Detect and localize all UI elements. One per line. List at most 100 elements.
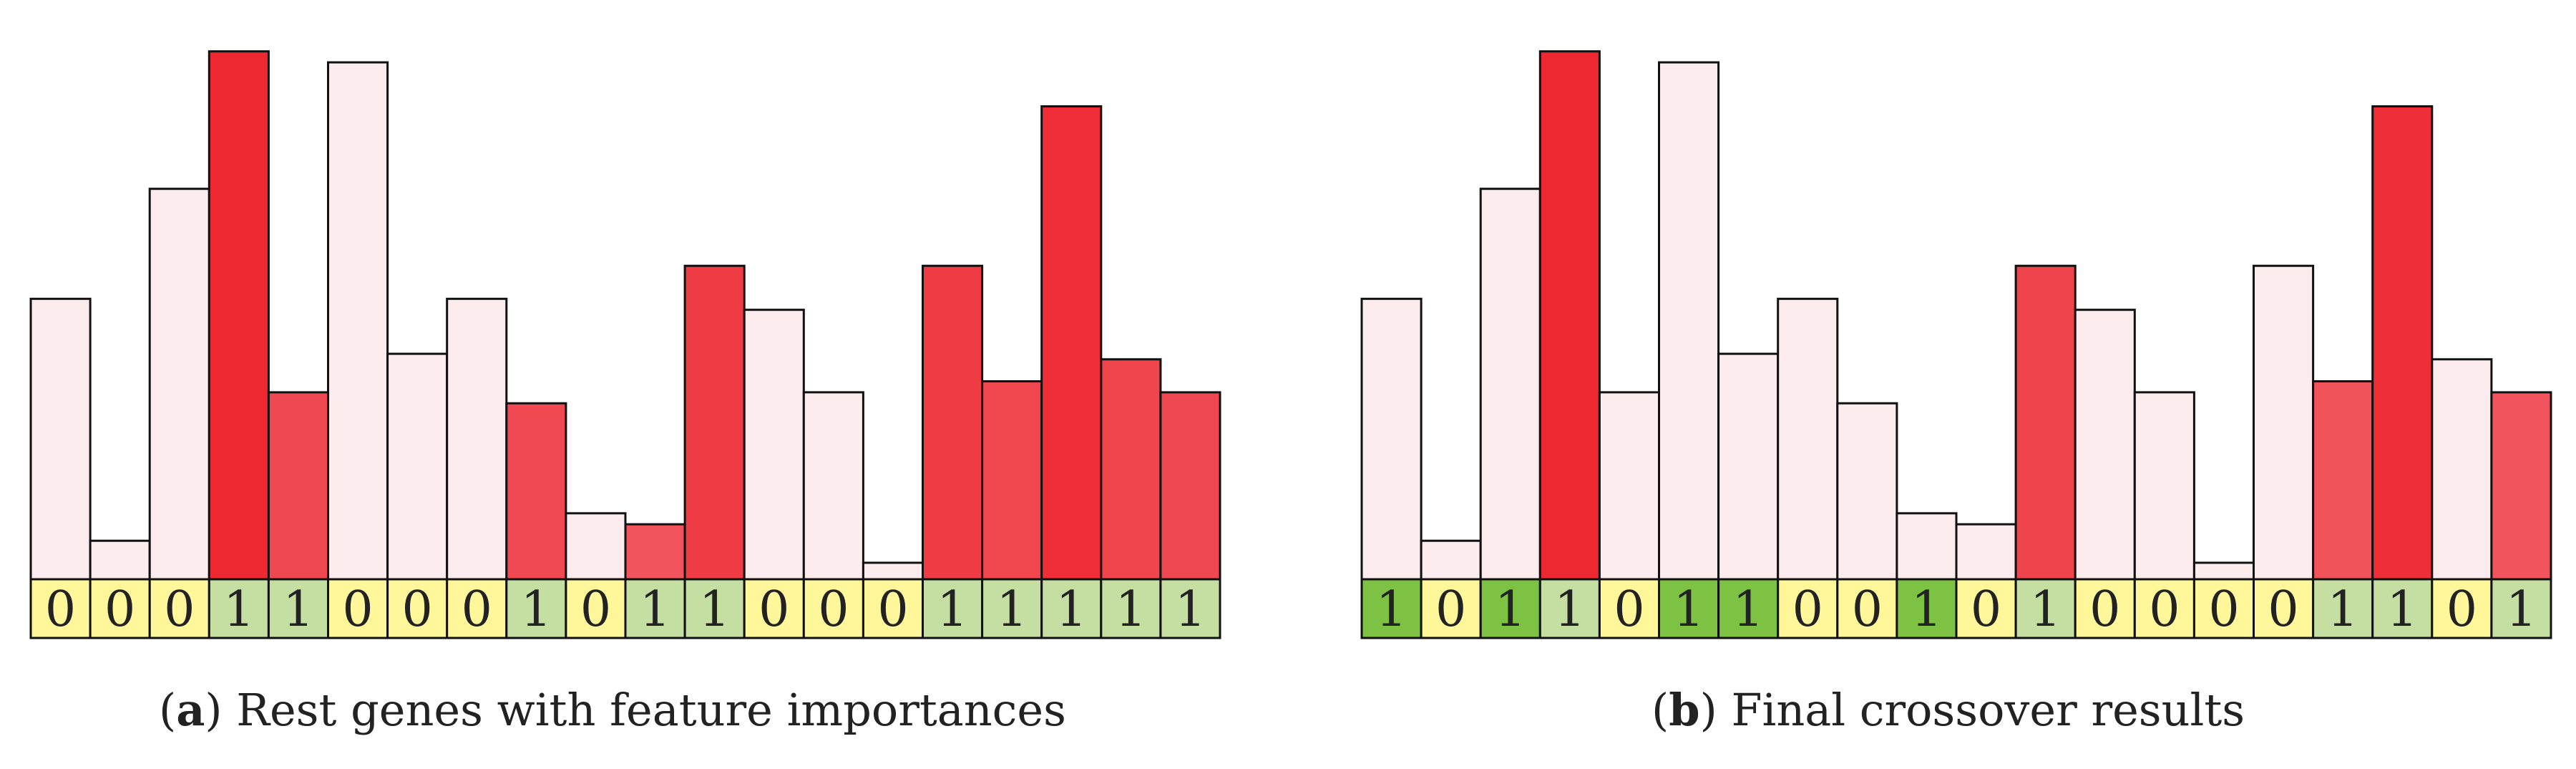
gene-label-a-3: 0 [164,581,195,638]
bar-a-11 [624,523,686,581]
gene-cell-b-3 [1479,578,1541,639]
bar-a-2 [89,539,151,581]
bar-b-9 [1836,402,1898,581]
gene-label-b-1: 1 [1376,581,1407,638]
bar-b-15 [2192,561,2255,581]
panel-label-a: a [176,684,205,736]
gene-label-b-12: 1 [2030,581,2061,638]
gene-cell-a-20 [1159,578,1221,639]
gene-label-a-5: 1 [283,581,313,638]
bar-a-14 [802,391,864,581]
bar-a-19 [1100,358,1162,581]
gene-label-b-3: 1 [1495,581,1526,638]
gene-label-a-8: 0 [462,581,492,638]
gene-cell-b-9 [1836,578,1898,639]
gene-label-a-16: 1 [937,581,967,638]
gene-label-a-1: 0 [45,581,76,638]
gene-cell-a-6 [327,578,389,639]
gene-label-a-18: 1 [1056,581,1087,638]
bar-b-4 [1538,50,1601,581]
gene-cell-b-15 [2192,578,2255,639]
gene-label-a-17: 1 [997,581,1028,638]
gene-cell-a-5 [267,578,329,639]
gene-label-b-11: 0 [1971,581,2001,638]
bar-a-12 [683,264,746,581]
gene-cell-a-3 [148,578,210,639]
gene-label-a-20: 1 [1175,581,1206,638]
bar-b-20 [2490,391,2552,581]
gene-label-b-8: 0 [1792,581,1823,638]
gene-label-b-13: 0 [2089,581,2120,638]
gene-label-b-10: 1 [1911,581,1942,638]
gene-label-a-9: 1 [521,581,552,638]
gene-label-a-7: 0 [402,581,433,638]
gene-cell-a-16 [922,578,984,639]
bar-a-10 [565,512,627,581]
gene-cell-a-13 [743,578,805,639]
gene-cell-a-19 [1100,578,1162,639]
gene-label-b-19: 0 [2446,581,2477,638]
gene-label-b-7: 1 [1733,581,1764,638]
bar-a-8 [446,297,508,581]
bar-a-13 [743,309,805,581]
bar-a-16 [922,264,984,581]
bar-a-6 [327,61,389,581]
gene-label-b-18: 1 [2387,581,2418,638]
bar-a-3 [148,188,210,581]
bar-b-17 [2312,380,2374,581]
bar-b-6 [1658,61,1720,581]
caption-a-text: Rest genes with feature importances [236,684,1066,736]
bar-b-14 [2133,391,2195,581]
gene-label-b-15: 0 [2208,581,2239,638]
gene-label-a-12: 1 [699,581,730,638]
gene-label-a-15: 0 [877,581,908,638]
gene-cell-a-10 [565,578,627,639]
bar-b-8 [1777,297,1839,581]
gene-cell-a-12 [683,578,746,639]
caption-a: (a) Rest genes with feature importances [159,684,1066,736]
gene-cell-b-7 [1717,578,1780,639]
gene-cell-b-1 [1360,578,1423,639]
bar-b-19 [2431,358,2493,581]
gene-cell-a-8 [446,578,508,639]
bar-a-18 [1040,105,1103,581]
gene-label-b-6: 1 [1673,581,1704,638]
gene-label-b-16: 0 [2268,581,2298,638]
gene-cell-a-17 [981,578,1043,639]
bar-b-5 [1598,391,1660,581]
bar-a-5 [267,391,329,581]
bar-b-1 [1360,297,1423,581]
gene-cell-a-9 [505,578,567,639]
gene-cell-b-5 [1598,578,1660,639]
gene-label-a-14: 0 [818,581,849,638]
bar-a-4 [208,50,270,581]
gene-cell-a-1 [29,578,92,639]
gene-label-a-13: 0 [758,581,789,638]
gene-label-a-10: 0 [580,581,611,638]
gene-cell-b-20 [2490,578,2552,639]
gene-label-b-9: 0 [1852,581,1883,638]
gene-cell-a-14 [802,578,864,639]
gene-cell-a-7 [386,578,449,639]
gene-label-a-6: 0 [342,581,373,638]
bar-a-9 [505,402,567,581]
gene-label-b-20: 1 [2506,581,2537,638]
bar-b-2 [1420,539,1482,581]
bar-b-18 [2371,105,2434,581]
bar-b-10 [1896,512,1958,581]
gene-cell-a-2 [89,578,151,639]
caption-b: (b) Final crossover results [1652,684,2245,736]
gene-label-a-2: 0 [104,581,135,638]
bar-a-7 [386,352,449,581]
gene-label-b-17: 1 [2328,581,2358,638]
bar-b-16 [2253,264,2315,581]
gene-cell-b-18 [2371,578,2434,639]
gene-label-b-4: 1 [1554,581,1585,638]
gene-label-a-19: 1 [1116,581,1146,638]
gene-label-b-5: 0 [1614,581,1644,638]
gene-cell-b-14 [2133,578,2195,639]
panel-label-b: b [1669,684,1700,736]
bar-a-1 [29,297,92,581]
bar-b-7 [1717,352,1780,581]
